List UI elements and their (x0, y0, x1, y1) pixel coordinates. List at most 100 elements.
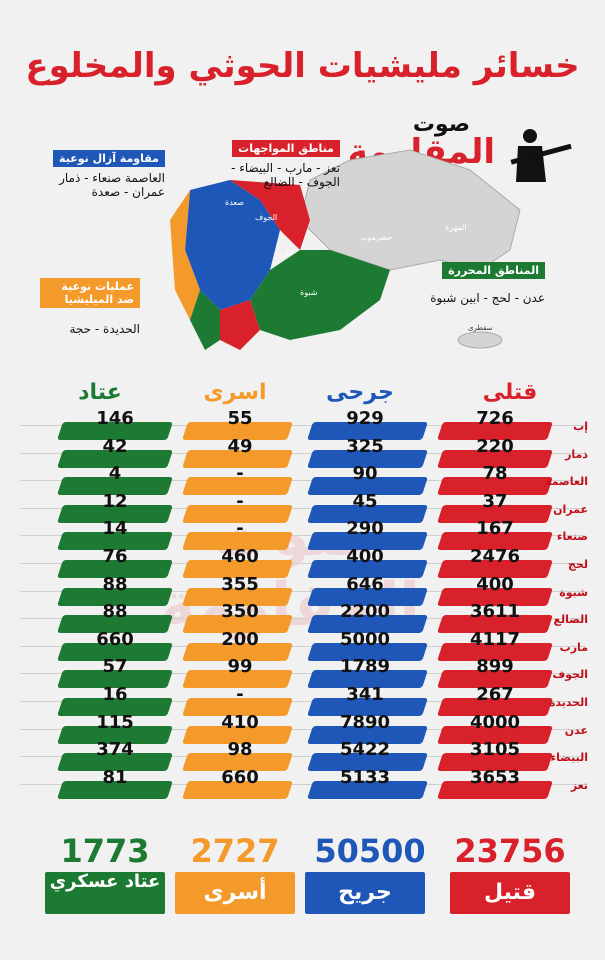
value-equipment: 81 (102, 767, 128, 788)
value-killed: 37 (482, 491, 508, 512)
total-wounded-value: 50500 (314, 832, 426, 870)
total-equipment-label: عتاد عسكري (45, 872, 165, 914)
value-captured: 200 (221, 629, 259, 650)
value-captured: - (236, 518, 244, 539)
value-killed: 899 (476, 656, 514, 677)
value-wounded: 341 (346, 684, 384, 705)
map-label-shabwa: شبوة (300, 288, 318, 297)
yemen-map: صعدة الجوف مارب شبوة حضرموت المهرة سقطرى (170, 149, 521, 350)
row-city-label: الجوف (552, 668, 588, 681)
row-city-label: البيضاء (550, 751, 588, 764)
map-label-jawf: الجوف (255, 213, 277, 222)
row-divider (20, 701, 585, 702)
map-label-saada: صعدة (225, 198, 244, 207)
callout-fronts-text: تعز - مارب - البيضاء - الجوف - الضالع (231, 161, 340, 189)
value-equipment: 42 (102, 436, 128, 457)
value-captured: 355 (221, 574, 259, 595)
row-city-label: شبوة (559, 586, 588, 599)
total-equipment-value: 1773 (60, 832, 150, 870)
value-killed: 726 (476, 408, 514, 429)
row-divider (20, 508, 585, 509)
value-equipment: 76 (102, 546, 128, 567)
value-wounded: 45 (352, 491, 378, 512)
value-captured: - (236, 684, 244, 705)
row-divider (20, 591, 585, 592)
map-label-socotra: سقطرى (468, 324, 493, 332)
row-divider (20, 784, 585, 785)
value-killed: 400 (476, 574, 514, 595)
value-equipment: 660 (96, 629, 134, 650)
value-wounded: 90 (352, 463, 378, 484)
callout-fronts: مناطق المواجهات تعز - مارب - البيضاء - ا… (220, 140, 340, 189)
value-killed: 4117 (469, 629, 521, 650)
row-city-label: ذمار (565, 448, 588, 461)
map-label-mahra: المهرة (445, 223, 467, 232)
row-divider (20, 563, 585, 564)
value-captured: - (236, 491, 244, 512)
value-captured: 460 (221, 546, 259, 567)
value-killed: 78 (482, 463, 508, 484)
callout-strikes: مقاومة آزال نوعية العاصمة صنعاء - ذمار ع… (40, 150, 165, 199)
value-wounded: 400 (346, 546, 384, 567)
callout-liberated-text: عدن - لحج - ابين شبوة (430, 291, 545, 305)
row-divider (20, 480, 585, 481)
row-city-label: صنعاء (556, 530, 588, 543)
value-killed: 220 (476, 436, 514, 457)
value-equipment: 115 (96, 712, 134, 733)
header-equipment: عتاد (78, 380, 122, 405)
value-wounded: 929 (346, 408, 384, 429)
value-wounded: 290 (346, 518, 384, 539)
callout-ops-tag: عمليات نوعية ضد الميليشيا (40, 278, 140, 308)
value-wounded: 7890 (339, 712, 391, 733)
value-killed: 3653 (469, 767, 521, 788)
value-equipment: 57 (102, 656, 128, 677)
callout-ops-text: الحديدة - حجة (69, 322, 140, 336)
value-captured: - (236, 463, 244, 484)
value-wounded: 2200 (339, 601, 391, 622)
value-killed: 2476 (469, 546, 521, 567)
value-equipment: 374 (96, 739, 134, 760)
value-wounded: 5422 (339, 739, 391, 760)
header-captured: اسرى (203, 380, 267, 405)
callout-liberated-tag: المناطق المحررة (442, 262, 545, 279)
row-divider (20, 729, 585, 730)
callout-strikes-text: العاصمة صنعاء - ذمار عمران - صعدة (59, 171, 165, 199)
page-title: خسائر مليشيات الحوثي والمخلوع (25, 46, 580, 86)
row-city-label: لحج (568, 558, 588, 571)
header-killed: قتلى (482, 380, 538, 405)
row-divider (20, 673, 585, 674)
map-label-hadramawt: حضرموت (360, 233, 392, 242)
value-killed: 3611 (469, 601, 521, 622)
total-wounded-label: جريح (305, 872, 425, 914)
value-captured: 350 (221, 601, 259, 622)
row-city-label: عدن (564, 724, 588, 737)
value-killed: 3105 (469, 739, 521, 760)
map-label-marib: مارب (275, 248, 293, 257)
header-wounded: جرحى (326, 380, 394, 405)
callout-ops: عمليات نوعية ضد الميليشيا الحديدة - حجة (40, 278, 140, 336)
value-wounded: 5000 (339, 629, 391, 650)
row-divider (20, 453, 585, 454)
row-divider (20, 618, 585, 619)
row-city-label: إب (573, 420, 588, 433)
value-equipment: 4 (108, 463, 122, 484)
value-killed: 4000 (469, 712, 521, 733)
row-city-label: عمران (553, 503, 588, 516)
value-captured: 49 (227, 436, 253, 457)
value-wounded: 1789 (339, 656, 391, 677)
row-divider (20, 425, 585, 426)
total-killed-value: 23756 (454, 832, 566, 870)
callout-liberated: المناطق المحررة عدن - لحج - ابين شبوة (410, 262, 545, 305)
value-equipment: 88 (102, 601, 128, 622)
total-captured-label: أسرى (175, 872, 295, 914)
row-city-label: العاصمة (545, 475, 588, 488)
value-killed: 267 (476, 684, 514, 705)
callout-strikes-tag: مقاومة آزال نوعية (53, 150, 165, 167)
value-equipment: 14 (102, 518, 128, 539)
row-divider (20, 535, 585, 536)
total-killed-label: قتيل (450, 872, 570, 914)
value-equipment: 146 (96, 408, 134, 429)
row-city-label: الضالع (553, 613, 588, 626)
value-captured: 660 (221, 767, 259, 788)
row-city-label: الحديدة (548, 696, 588, 709)
